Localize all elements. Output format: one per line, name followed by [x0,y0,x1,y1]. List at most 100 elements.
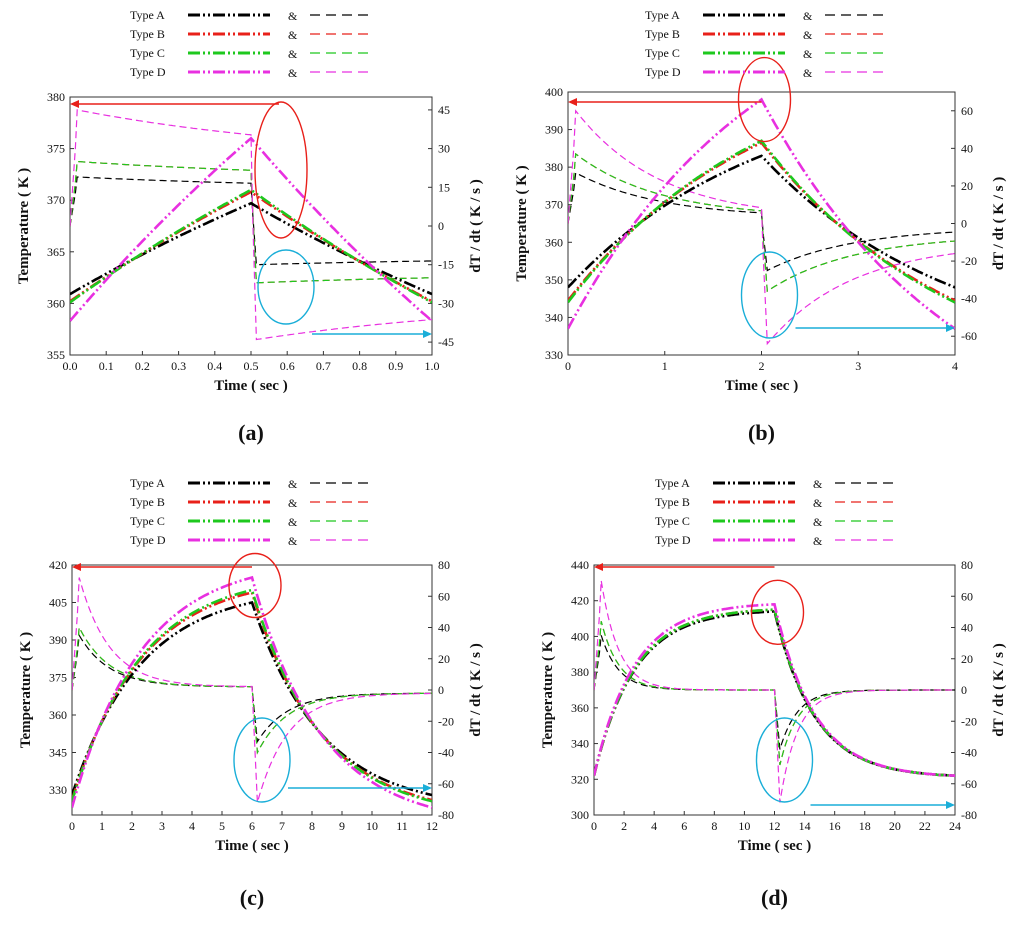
x-tick-label: 0.5 [244,359,259,373]
legend-amp: & [288,496,298,510]
y-tick-label: 390 [545,123,563,137]
y-axis-label: Temperature ( K ) [540,632,556,748]
min-rate-ellipse [740,251,799,339]
y2-tick-label: -15 [438,258,454,272]
y2-tick-label: 0 [961,683,967,697]
x-tick-label: 16 [829,819,841,833]
y2-axis-label: dT / dt ( K / s ) [468,179,484,273]
x-tick-label: 10 [366,819,378,833]
left-arrow-head [594,563,603,571]
legend-amp: & [288,534,298,548]
min-rate-ellipse [257,249,315,325]
legend-label: Type C [130,514,165,528]
y-tick-label: 400 [571,629,589,643]
x-tick-label: 0.8 [352,359,367,373]
y-tick-label: 355 [47,348,65,362]
legend-amp: & [288,477,298,491]
legend-label: Type B [655,495,690,509]
legend-amp: & [288,515,298,529]
x-axis-label: Time ( sec ) [738,838,811,854]
y-tick-label: 375 [47,142,65,156]
x-tick-label: 0.9 [388,359,403,373]
left-arrow-head [568,98,577,106]
y-tick-label: 350 [545,273,563,287]
right-arrow-head [946,801,955,809]
temperature-series-type-b [70,190,432,303]
legend: Type A & Type B & Type C & Type D & [645,8,885,80]
x-tick-label: 12 [769,819,781,833]
x-tick-label: 24 [949,819,961,833]
panel-label: (a) [238,420,264,445]
max-temperature-ellipse [228,552,282,619]
legend-amp: & [813,534,823,548]
left-arrow-head [72,563,81,571]
y2-tick-label: -40 [961,746,977,760]
x-tick-label: 12 [426,819,438,833]
y2-tick-label: -60 [438,777,454,791]
legend-label: Type A [645,8,680,22]
y-tick-label: 360 [47,296,65,310]
legend-label: Type C [130,46,165,60]
legend-label: Type B [645,27,680,41]
y-tick-label: 380 [571,665,589,679]
curves [594,580,955,803]
x-tick-label: 3 [159,819,165,833]
y2-tick-label: 60 [961,104,973,118]
x-tick-label: 20 [889,819,901,833]
x-tick-label: 0.7 [316,359,331,373]
x-tick-label: 0.0 [63,359,78,373]
x-tick-label: 3 [855,359,861,373]
y-tick-label: 370 [47,193,65,207]
y-tick-label: 440 [571,558,589,572]
x-tick-label: 2 [129,819,135,833]
curves [72,575,432,809]
x-tick-label: 0 [591,819,597,833]
y-tick-label: 365 [47,245,65,259]
x-tick-label: 4 [651,819,657,833]
y2-tick-label: 20 [438,652,450,666]
temperature-series-type-c [594,608,955,777]
y2-axis-label: dT / dt ( K / s ) [991,177,1007,271]
legend-amp: & [813,496,823,510]
y2-tick-label: 80 [438,558,450,572]
y-tick-label: 330 [545,348,563,362]
y-tick-label: 360 [545,235,563,249]
max-temperature-ellipse [254,101,308,239]
y2-axis-label: dT / dt ( K / s ) [468,643,484,737]
legend-label: Type D [130,533,166,547]
temperature-series-type-a [568,154,955,289]
y2-tick-label: -60 [961,329,977,343]
temperature-series-type-d [70,136,432,322]
legend-label: Type D [655,533,691,547]
x-tick-label: 1 [99,819,105,833]
chart-panel-1: 0.0 0.1 0.2 0.3 0.4 0.5 0.6 0.7 0.8 0.9 1.0 355 360 3… [16,8,484,445]
y-tick-label: 330 [49,783,67,797]
y2-tick-label: 15 [438,180,450,194]
y-tick-label: 345 [49,746,67,760]
legend-amp: & [288,66,298,80]
chart-panel-3: 0 1 2 3 4 5 6 7 8 9 10 11 12330345360375390405420-80… [18,476,484,910]
y-tick-label: 380 [47,90,65,104]
right-arrow-head [946,324,955,332]
x-tick-label: 1 [662,359,668,373]
y2-tick-label: 20 [961,179,973,193]
x-tick-label: 6 [681,819,687,833]
right-arrow-head [423,330,432,338]
legend: Type A & Type B & Type C & Type D & [655,476,895,548]
x-axis-label: Time ( sec ) [214,378,287,394]
temperature-series-type-c [70,188,432,304]
legend-amp: & [803,9,813,23]
y-tick-label: 340 [545,310,563,324]
legend-amp: & [288,47,298,61]
legend-label: Type B [130,495,165,509]
x-tick-label: 0 [565,359,571,373]
x-tick-label: 2 [621,819,627,833]
x-tick-label: 0.1 [99,359,114,373]
legend-label: Type D [645,65,681,79]
y2-tick-label: 0 [961,217,967,231]
min-rate-ellipse [233,717,291,803]
temperature-series-type-d [568,97,955,330]
y-axis-label: Temperature ( K ) [16,168,32,284]
y2-tick-label: -40 [961,292,977,306]
